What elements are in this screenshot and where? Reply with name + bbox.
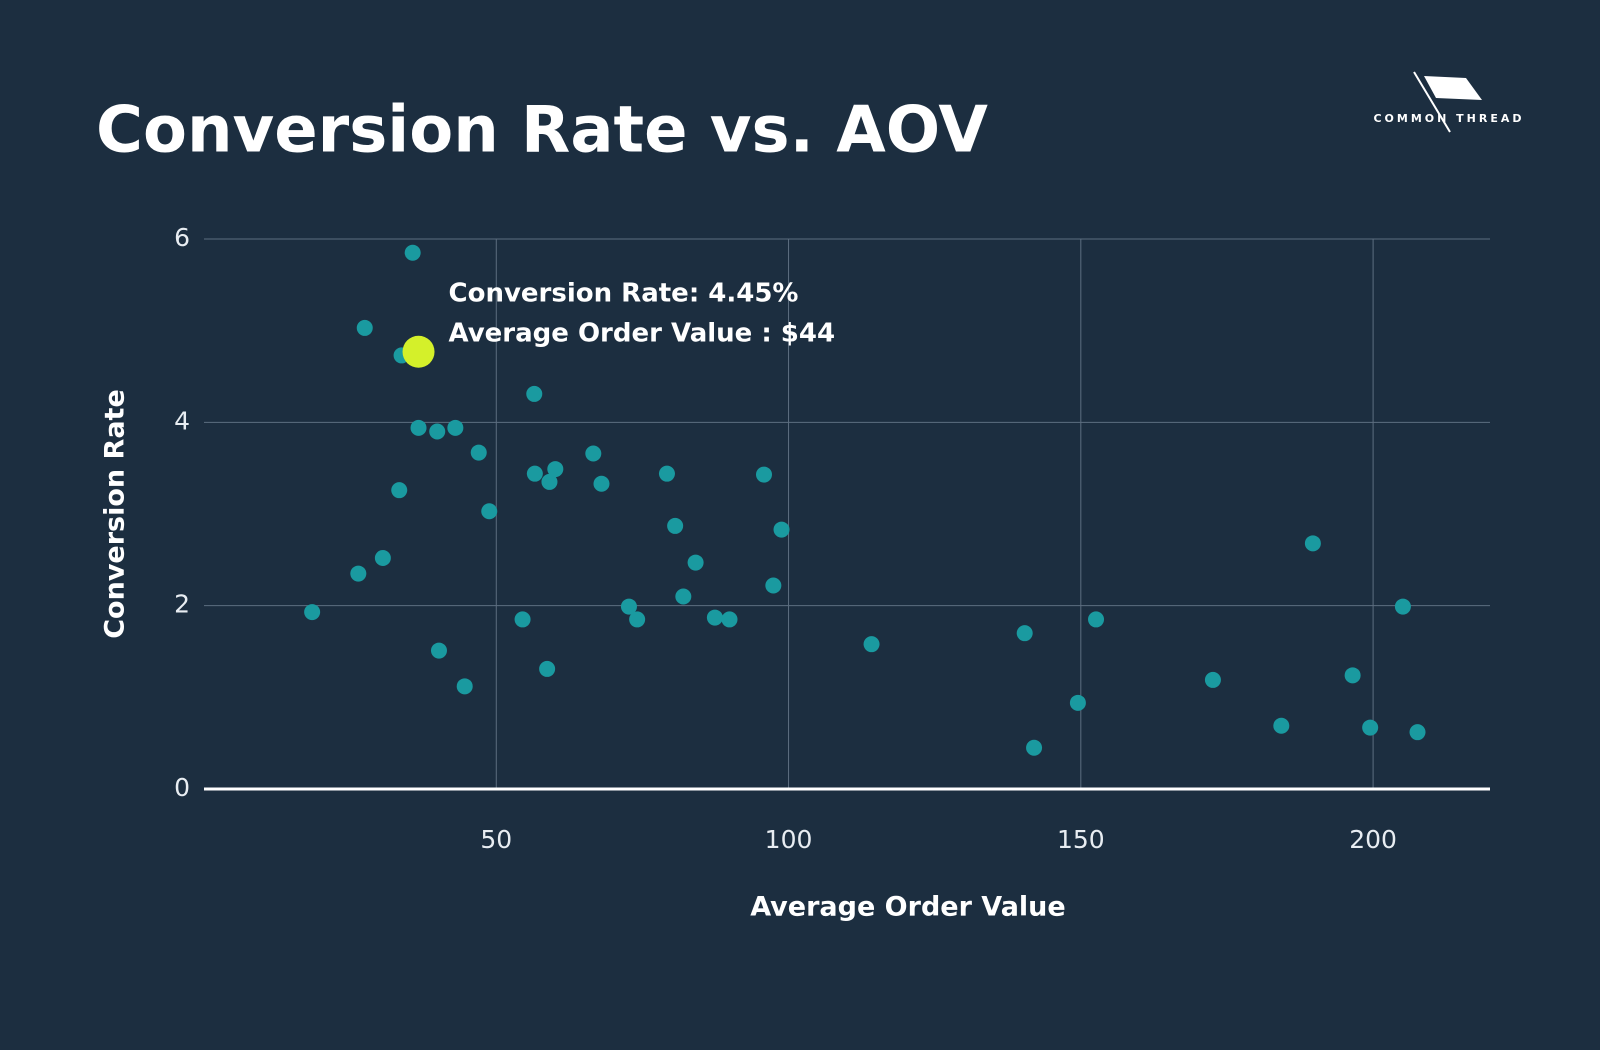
logo-pole — [1413, 71, 1451, 133]
point — [404, 244, 421, 261]
point — [863, 636, 880, 653]
point — [410, 419, 427, 436]
y-tick-label: 0 — [174, 773, 190, 802]
point — [773, 521, 790, 538]
chart-title: Conversion Rate vs. AOV — [96, 94, 988, 168]
y-tick-label: 2 — [174, 590, 190, 619]
point — [755, 466, 772, 483]
point — [1394, 598, 1411, 615]
point — [481, 503, 498, 520]
point — [350, 565, 367, 582]
point — [1204, 671, 1221, 688]
annotation-text: Conversion Rate: 4.45% — [449, 278, 799, 308]
point — [667, 517, 684, 534]
point — [1409, 724, 1426, 741]
y-axis-label: Conversion Rate — [100, 389, 131, 639]
point — [539, 660, 556, 677]
point — [593, 475, 610, 492]
point — [1088, 611, 1105, 628]
point — [1026, 739, 1043, 756]
point — [1016, 625, 1033, 642]
point — [1069, 694, 1086, 711]
y-tick-label: 4 — [174, 406, 190, 435]
brand-logo: COMMON THREAD — [1373, 71, 1524, 133]
brand-name: COMMON THREAD — [1373, 112, 1524, 125]
annotation-text: Average Order Value : $44 — [449, 318, 836, 348]
point — [706, 609, 723, 626]
point — [526, 385, 543, 402]
grid: 0 2 4 6 50 100 150 200 — [174, 223, 1490, 854]
point — [541, 473, 558, 490]
point — [1344, 667, 1361, 684]
point — [374, 550, 391, 566]
annotation: Conversion Rate: 4.45% Average Order Valu… — [449, 278, 836, 348]
point — [430, 642, 447, 659]
point — [620, 598, 637, 615]
point — [456, 678, 473, 695]
point — [675, 588, 692, 605]
x-tick-label: 100 — [765, 825, 813, 854]
point — [1362, 719, 1379, 736]
point — [429, 423, 446, 440]
point — [658, 465, 675, 482]
logo-flag — [1424, 76, 1482, 100]
point — [547, 461, 564, 478]
point — [1273, 717, 1290, 734]
point — [765, 577, 782, 594]
x-tick-label: 200 — [1349, 825, 1397, 854]
point — [391, 482, 408, 499]
y-tick-label: 6 — [174, 223, 190, 252]
x-axis-label: Average Order Value — [750, 892, 1065, 923]
highlight-point — [402, 335, 435, 368]
point — [470, 444, 487, 461]
point — [1304, 535, 1321, 552]
point — [304, 604, 321, 621]
point — [526, 465, 543, 482]
point — [629, 611, 646, 628]
point — [721, 611, 738, 628]
points — [304, 244, 1426, 756]
point — [356, 319, 373, 336]
x-tick-label: 150 — [1057, 825, 1105, 854]
point — [514, 611, 531, 628]
point — [585, 445, 602, 462]
point — [447, 419, 464, 436]
point — [687, 554, 704, 571]
x-tick-label: 50 — [480, 825, 512, 854]
